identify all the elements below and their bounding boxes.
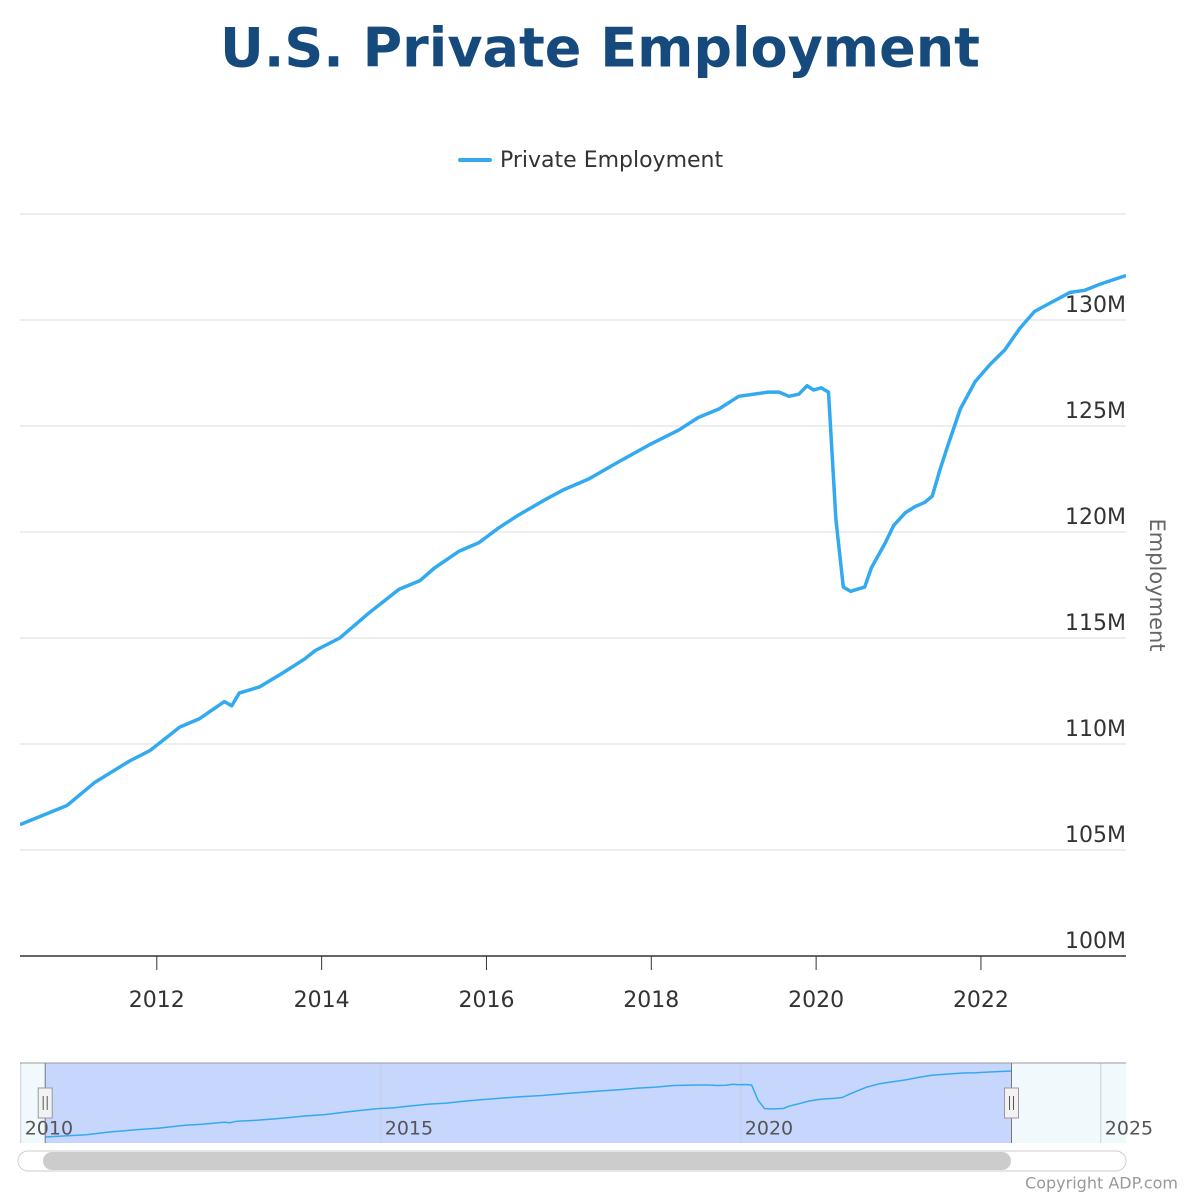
navigator-selection xyxy=(45,1063,1012,1143)
scrollbar-thumb[interactable] xyxy=(43,1152,1011,1170)
y-tick-label: 110M xyxy=(1065,717,1126,742)
navigator-tick-label: 2025 xyxy=(1105,1118,1153,1140)
navigator-tick-label: 2010 xyxy=(25,1118,73,1140)
navigator-tick-label: 2020 xyxy=(745,1118,793,1140)
navigator-handle[interactable] xyxy=(37,1087,53,1119)
x-tick-label: 2016 xyxy=(458,988,514,1013)
navigator-bg xyxy=(20,1063,1126,1143)
y-tick-label: 115M xyxy=(1065,611,1126,636)
y-axis-title: Employment xyxy=(1145,518,1169,651)
credit: Copyright ADP.com xyxy=(1025,1174,1178,1193)
navigator-line xyxy=(45,1070,1012,1138)
y-tick-label: 100M xyxy=(1065,929,1126,954)
x-tick-label: 2012 xyxy=(129,988,185,1013)
y-tick-label: 130M xyxy=(1065,293,1126,318)
y-tick-label: 105M xyxy=(1065,823,1126,848)
legend-label: Private Employment xyxy=(500,148,723,173)
x-tick-label: 2020 xyxy=(788,988,844,1013)
y-tick-label: 125M xyxy=(1065,399,1126,424)
navigator-tick-label: 2015 xyxy=(385,1118,433,1140)
x-tick-label: 2018 xyxy=(623,988,679,1013)
chart-title: U.S. Private Employment xyxy=(220,17,980,80)
navigator-handle[interactable] xyxy=(1004,1087,1020,1119)
y-tick-label: 120M xyxy=(1065,505,1126,530)
x-tick-label: 2014 xyxy=(294,988,350,1013)
series-line xyxy=(20,273,1126,827)
x-tick-label: 2022 xyxy=(953,988,1009,1013)
